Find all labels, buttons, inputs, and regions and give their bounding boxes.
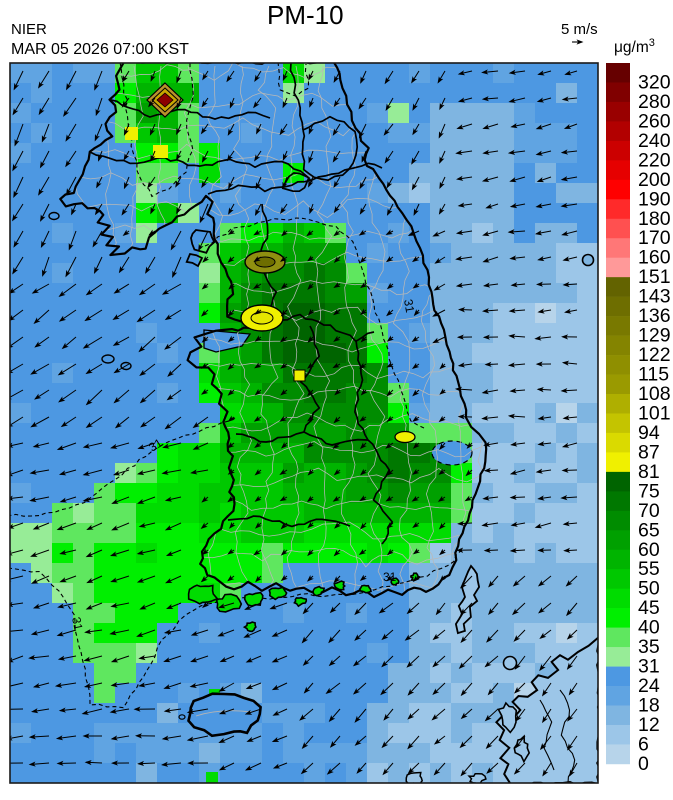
svg-text:PM-10: PM-10 xyxy=(267,0,344,30)
svg-text:MAR 05 2026 07:00 KST: MAR 05 2026 07:00 KST xyxy=(11,41,189,58)
svg-text:0: 0 xyxy=(638,753,649,775)
svg-text:31: 31 xyxy=(401,298,417,314)
svg-text:μg/m3: μg/m3 xyxy=(614,37,655,56)
svg-text:31: 31 xyxy=(383,570,397,584)
svg-text:NIER: NIER xyxy=(11,21,47,38)
svg-text:5 m/s: 5 m/s xyxy=(561,21,598,38)
